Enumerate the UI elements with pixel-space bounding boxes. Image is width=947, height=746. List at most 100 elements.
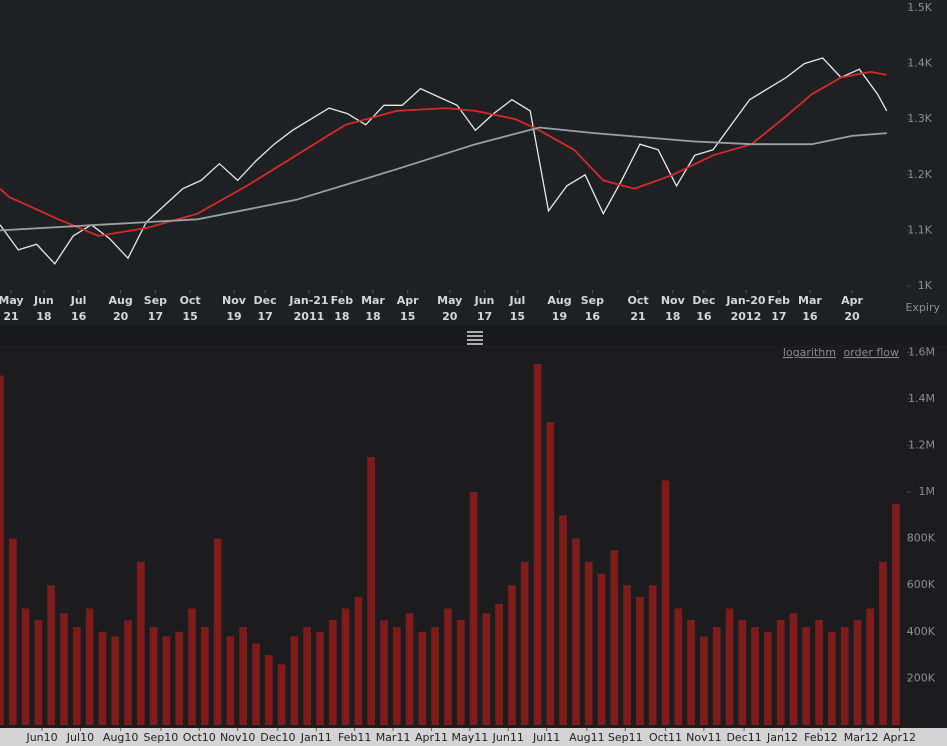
x-tick-label: Feb11 bbox=[338, 731, 371, 744]
x-tick-sublabel: 15 bbox=[400, 310, 415, 323]
volume-bar bbox=[60, 613, 68, 725]
price-line bbox=[0, 126, 887, 232]
volume-bar bbox=[149, 627, 158, 725]
volume-bar bbox=[85, 608, 94, 725]
x-axis-label: Expiry bbox=[905, 301, 940, 314]
x-tick-label: Apr bbox=[841, 294, 863, 307]
volume-bar bbox=[648, 585, 657, 725]
volume-bar bbox=[200, 627, 209, 725]
x-tick-label: Feb bbox=[768, 294, 791, 307]
x-tick-label: Jun11 bbox=[492, 731, 524, 744]
volume-bar bbox=[226, 636, 235, 725]
x-tick-sublabel: 18 bbox=[365, 310, 380, 323]
volume-bar bbox=[188, 608, 196, 725]
x-tick-label: Apr11 bbox=[415, 731, 448, 744]
volume-bar bbox=[661, 480, 670, 725]
volume-bar bbox=[136, 561, 145, 725]
x-tick-label: Aug bbox=[109, 294, 133, 307]
x-tick-label: Nov10 bbox=[220, 731, 255, 744]
x-tick-label: Jul bbox=[70, 294, 87, 307]
volume-bar bbox=[392, 627, 401, 725]
x-tick-label: Dec bbox=[692, 294, 715, 307]
volume-bar bbox=[725, 608, 734, 725]
volume-bar bbox=[508, 585, 516, 725]
x-tick-sublabel: 18 bbox=[36, 310, 51, 323]
x-tick-sublabel: 21 bbox=[630, 310, 645, 323]
volume-bar bbox=[687, 620, 695, 725]
volume-bar bbox=[213, 538, 222, 725]
volume-bar bbox=[533, 363, 542, 725]
volume-bar bbox=[341, 608, 350, 725]
volume-bar bbox=[802, 627, 811, 725]
y-tick-label: 1.3K bbox=[907, 112, 932, 125]
volume-bar bbox=[431, 627, 439, 725]
volume-bar bbox=[34, 620, 43, 725]
x-tick-label: Jul11 bbox=[532, 731, 560, 744]
volume-bar bbox=[264, 655, 273, 725]
x-tick-label: Dec bbox=[254, 294, 277, 307]
x-tick-sublabel: 16 bbox=[71, 310, 87, 323]
volume-bar bbox=[354, 596, 363, 725]
volume-bar bbox=[124, 620, 132, 725]
x-tick-sublabel: 17 bbox=[771, 310, 786, 323]
volume-bar bbox=[162, 636, 171, 725]
x-tick-label: Nov bbox=[222, 294, 247, 307]
x-tick-label: Nov bbox=[661, 294, 686, 307]
volume-bar bbox=[175, 631, 184, 725]
volume-bar bbox=[418, 631, 427, 725]
volume-bar bbox=[444, 608, 452, 725]
x-tick-sublabel: 20 bbox=[844, 310, 860, 323]
volume-bar bbox=[469, 492, 478, 725]
x-tick-label: Jun10 bbox=[25, 731, 57, 744]
volume-bar bbox=[290, 636, 299, 725]
y-tick-label: 1.4M bbox=[908, 392, 935, 405]
volume-bar bbox=[456, 620, 465, 725]
x-tick-label: Jun bbox=[33, 294, 54, 307]
volume-bar bbox=[239, 627, 248, 725]
y-tick-label: 400K bbox=[907, 625, 936, 638]
price-panel bbox=[0, 0, 947, 325]
x-tick-sublabel: 20 bbox=[113, 310, 129, 323]
x-tick-sublabel: 16 bbox=[696, 310, 712, 323]
x-tick-sublabel: 17 bbox=[257, 310, 272, 323]
y-tick-label: 200K bbox=[907, 671, 936, 684]
x-tick-sublabel: 16 bbox=[802, 310, 818, 323]
x-tick-sublabel: 2012 bbox=[731, 310, 762, 323]
x-tick-label: Jan-21 bbox=[288, 294, 328, 307]
x-tick-sublabel: 20 bbox=[442, 310, 458, 323]
y-tick-label: 1.6M bbox=[908, 345, 935, 358]
volume-bar bbox=[866, 608, 875, 725]
volume-bar bbox=[520, 561, 529, 725]
volume-bar bbox=[700, 636, 708, 725]
splitter-handle[interactable] bbox=[467, 331, 483, 345]
x-tick-label: Feb bbox=[331, 294, 354, 307]
x-tick-label: Oct bbox=[180, 294, 201, 307]
y-tick-label: 1.2M bbox=[908, 438, 935, 451]
x-tick-sublabel: 19 bbox=[226, 310, 241, 323]
x-tick-label: Jul10 bbox=[66, 731, 94, 744]
volume-bar bbox=[47, 585, 56, 725]
y-tick-label: 1M bbox=[919, 485, 936, 498]
x-tick-sublabel: 18 bbox=[334, 310, 349, 323]
x-tick-label: Apr bbox=[397, 294, 419, 307]
volume-bar bbox=[610, 550, 619, 725]
y-tick-label: 1K bbox=[918, 279, 933, 292]
price-line bbox=[0, 70, 887, 237]
volume-bar bbox=[879, 561, 887, 725]
volume-bar bbox=[21, 608, 30, 725]
logarithm-link[interactable]: logarithm bbox=[783, 346, 836, 359]
order-flow-link[interactable]: order flow bbox=[844, 346, 899, 359]
volume-bar bbox=[738, 620, 747, 725]
volume-bar bbox=[751, 627, 759, 725]
x-tick-label: Mar12 bbox=[844, 731, 879, 744]
volume-bar bbox=[495, 603, 503, 725]
x-tick-label: May11 bbox=[451, 731, 488, 744]
volume-bar bbox=[380, 620, 388, 725]
x-tick-sublabel: 21 bbox=[3, 310, 18, 323]
y-tick-label: 1.5K bbox=[907, 1, 932, 14]
volume-bar bbox=[853, 620, 862, 725]
x-tick-label: May bbox=[0, 294, 24, 307]
volume-bar bbox=[546, 422, 555, 725]
x-tick-label: Sep bbox=[144, 294, 167, 307]
x-tick-label: Aug bbox=[547, 294, 571, 307]
